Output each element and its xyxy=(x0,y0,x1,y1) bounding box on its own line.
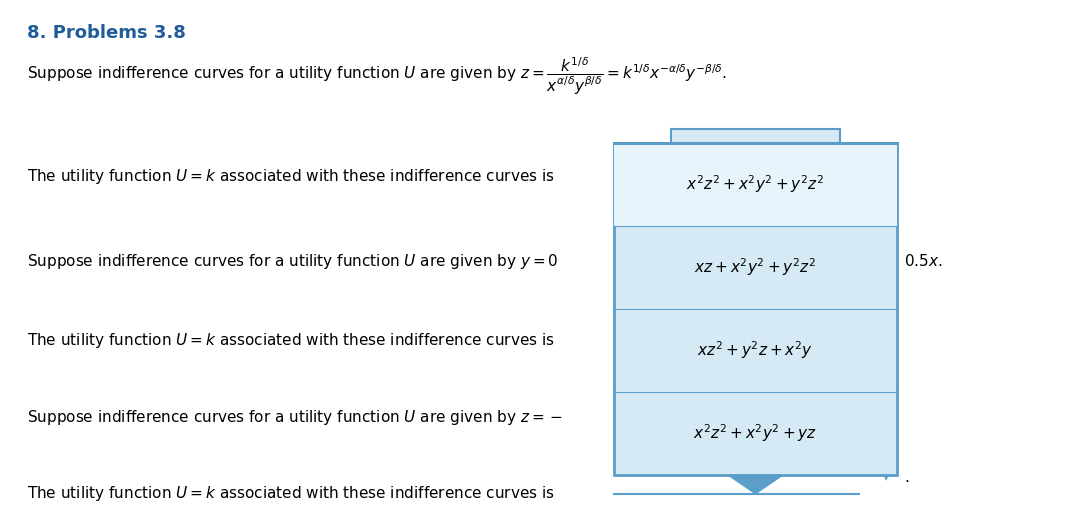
Text: $xz + x^2y^2 + y^2z^2$: $xz + x^2y^2 + y^2z^2$ xyxy=(695,257,816,278)
Text: $\blacktriangledown$: $\blacktriangledown$ xyxy=(882,472,890,484)
Text: The utility function $U = k$ associated with these indifference curves is: The utility function $U = k$ associated … xyxy=(27,167,555,186)
Text: $\blacktriangledown$: $\blacktriangledown$ xyxy=(833,189,841,202)
Text: Suppose indifference curves for a utility function $U$ are given by $y = 0$: Suppose indifference curves for a utilit… xyxy=(27,252,559,271)
Text: The utility function $U = k$ associated with these indifference curves is: The utility function $U = k$ associated … xyxy=(27,484,555,503)
Text: $x^2z^2 + x^2y^2 + y^2z^2$: $x^2z^2 + x^2y^2 + y^2z^2$ xyxy=(686,173,825,195)
Text: $U = x^{\alpha}\, y^{\beta} z^{\delta}$: $U = x^{\alpha}\, y^{\beta} z^{\delta}$ xyxy=(671,184,753,206)
Text: .: . xyxy=(855,188,860,203)
Text: 8. Problems 3.8: 8. Problems 3.8 xyxy=(27,24,186,42)
Text: $0.5x.$: $0.5x.$ xyxy=(904,253,942,269)
Polygon shape xyxy=(728,475,783,494)
Text: $xz^2 + y^2z + x^2y$: $xz^2 + y^2z + x^2y$ xyxy=(698,340,813,361)
Text: Suppose indifference curves for a utility function $U$ are given by $z = \dfrac{: Suppose indifference curves for a utilit… xyxy=(27,56,727,97)
FancyBboxPatch shape xyxy=(614,143,897,475)
FancyBboxPatch shape xyxy=(614,143,897,225)
Text: The utility function $U = k$ associated with these indifference curves is: The utility function $U = k$ associated … xyxy=(27,331,555,350)
Text: Suppose indifference curves for a utility function $U$ are given by $z = -$: Suppose indifference curves for a utilit… xyxy=(27,408,563,427)
FancyBboxPatch shape xyxy=(671,129,840,143)
Text: $x^2z^2 + x^2y^2 + yz$: $x^2z^2 + x^2y^2 + yz$ xyxy=(694,423,817,445)
Text: .: . xyxy=(904,470,909,485)
